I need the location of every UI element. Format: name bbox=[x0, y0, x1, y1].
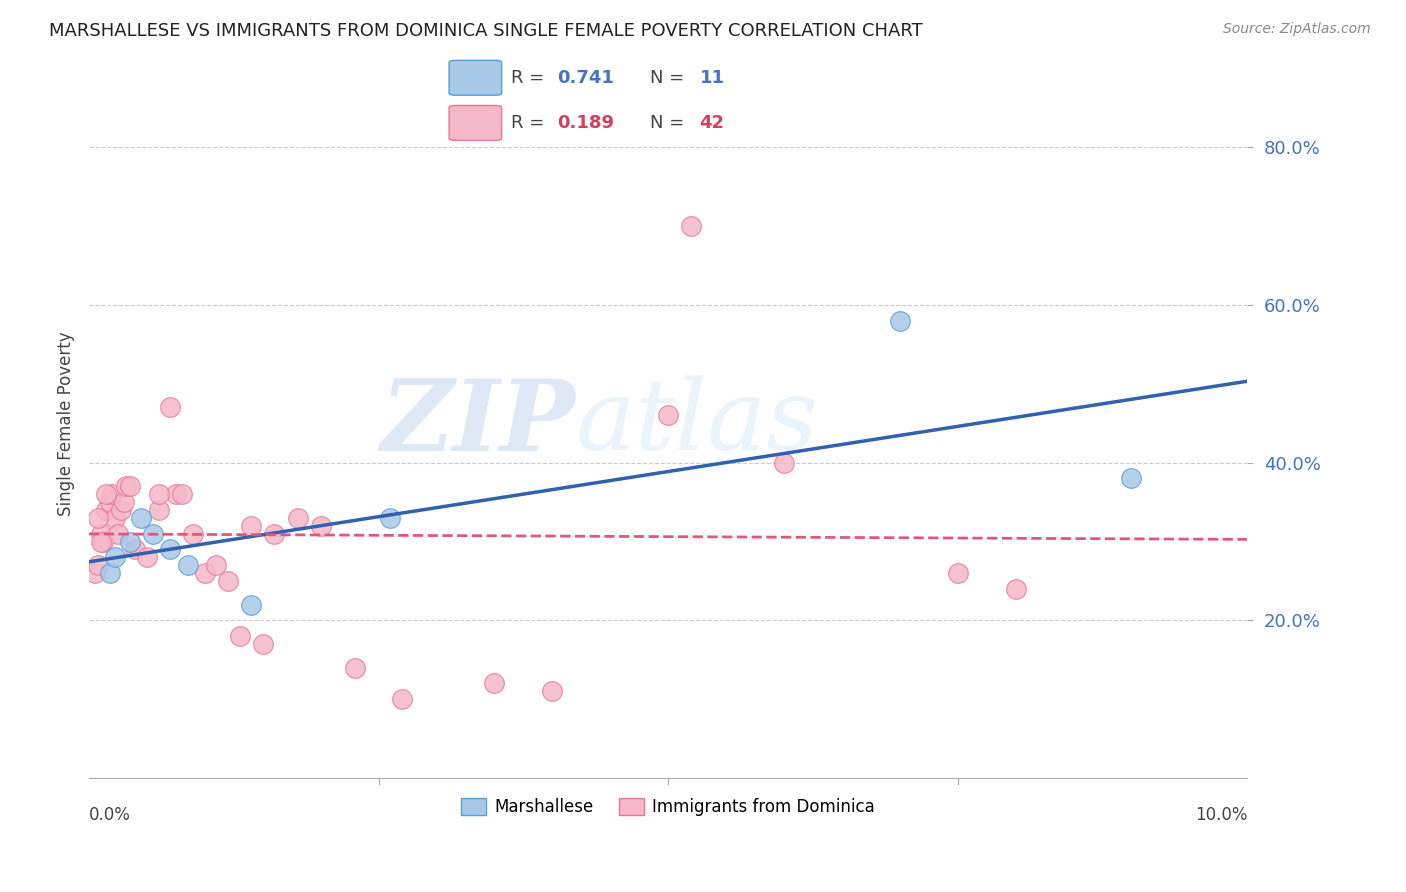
Point bbox=[148, 487, 170, 501]
Point bbox=[1121, 471, 1143, 485]
Point bbox=[541, 684, 564, 698]
Point bbox=[112, 495, 135, 509]
Point bbox=[87, 558, 110, 573]
Point bbox=[115, 479, 138, 493]
Text: 0.741: 0.741 bbox=[557, 69, 614, 87]
Point bbox=[118, 534, 141, 549]
Point bbox=[344, 660, 367, 674]
Point bbox=[159, 401, 181, 415]
Point bbox=[287, 511, 309, 525]
Point bbox=[391, 692, 413, 706]
Text: 42: 42 bbox=[700, 114, 724, 132]
Point bbox=[309, 518, 332, 533]
Text: Source: ZipAtlas.com: Source: ZipAtlas.com bbox=[1223, 22, 1371, 37]
Text: R =: R = bbox=[510, 69, 550, 87]
Point bbox=[98, 495, 121, 509]
Point bbox=[129, 511, 152, 525]
Point bbox=[681, 219, 703, 234]
Point bbox=[98, 566, 121, 580]
Point bbox=[96, 503, 118, 517]
Point bbox=[1004, 582, 1026, 596]
Point bbox=[217, 574, 239, 588]
Point bbox=[90, 526, 112, 541]
Point bbox=[176, 558, 198, 573]
Point bbox=[773, 456, 796, 470]
Point bbox=[107, 526, 129, 541]
Point bbox=[181, 526, 204, 541]
Point bbox=[165, 487, 187, 501]
Point bbox=[194, 566, 217, 580]
Point bbox=[946, 566, 969, 580]
Point bbox=[91, 534, 114, 549]
Point bbox=[110, 503, 132, 517]
Point bbox=[484, 676, 506, 690]
Point bbox=[240, 598, 263, 612]
Text: 0.0%: 0.0% bbox=[89, 806, 131, 824]
Text: R =: R = bbox=[510, 114, 550, 132]
Point bbox=[657, 409, 679, 423]
Text: MARSHALLESE VS IMMIGRANTS FROM DOMINICA SINGLE FEMALE POVERTY CORRELATION CHART: MARSHALLESE VS IMMIGRANTS FROM DOMINICA … bbox=[49, 22, 922, 40]
Point bbox=[252, 637, 274, 651]
Point bbox=[90, 534, 112, 549]
Point bbox=[103, 550, 125, 565]
Point bbox=[96, 487, 118, 501]
Point bbox=[205, 558, 228, 573]
Point bbox=[159, 542, 181, 557]
Point bbox=[87, 511, 110, 525]
Point bbox=[142, 526, 165, 541]
Text: 10.0%: 10.0% bbox=[1195, 806, 1247, 824]
Text: 11: 11 bbox=[700, 69, 724, 87]
Point bbox=[380, 511, 402, 525]
FancyBboxPatch shape bbox=[449, 105, 502, 140]
Text: N =: N = bbox=[650, 69, 690, 87]
Point bbox=[103, 511, 125, 525]
Text: atlas: atlas bbox=[575, 376, 818, 471]
Point bbox=[136, 550, 159, 565]
Point bbox=[148, 503, 170, 517]
Legend: Marshallese, Immigrants from Dominica: Marshallese, Immigrants from Dominica bbox=[454, 791, 882, 823]
Y-axis label: Single Female Poverty: Single Female Poverty bbox=[58, 331, 75, 516]
Point bbox=[101, 487, 124, 501]
Point bbox=[83, 566, 105, 580]
Text: 0.189: 0.189 bbox=[557, 114, 614, 132]
Point bbox=[124, 542, 146, 557]
Text: ZIP: ZIP bbox=[381, 375, 575, 472]
FancyBboxPatch shape bbox=[449, 61, 502, 95]
Point bbox=[170, 487, 193, 501]
Point bbox=[263, 526, 285, 541]
Point bbox=[118, 479, 141, 493]
Point bbox=[228, 629, 250, 643]
Text: N =: N = bbox=[650, 114, 690, 132]
Point bbox=[240, 518, 263, 533]
Point bbox=[889, 314, 911, 328]
